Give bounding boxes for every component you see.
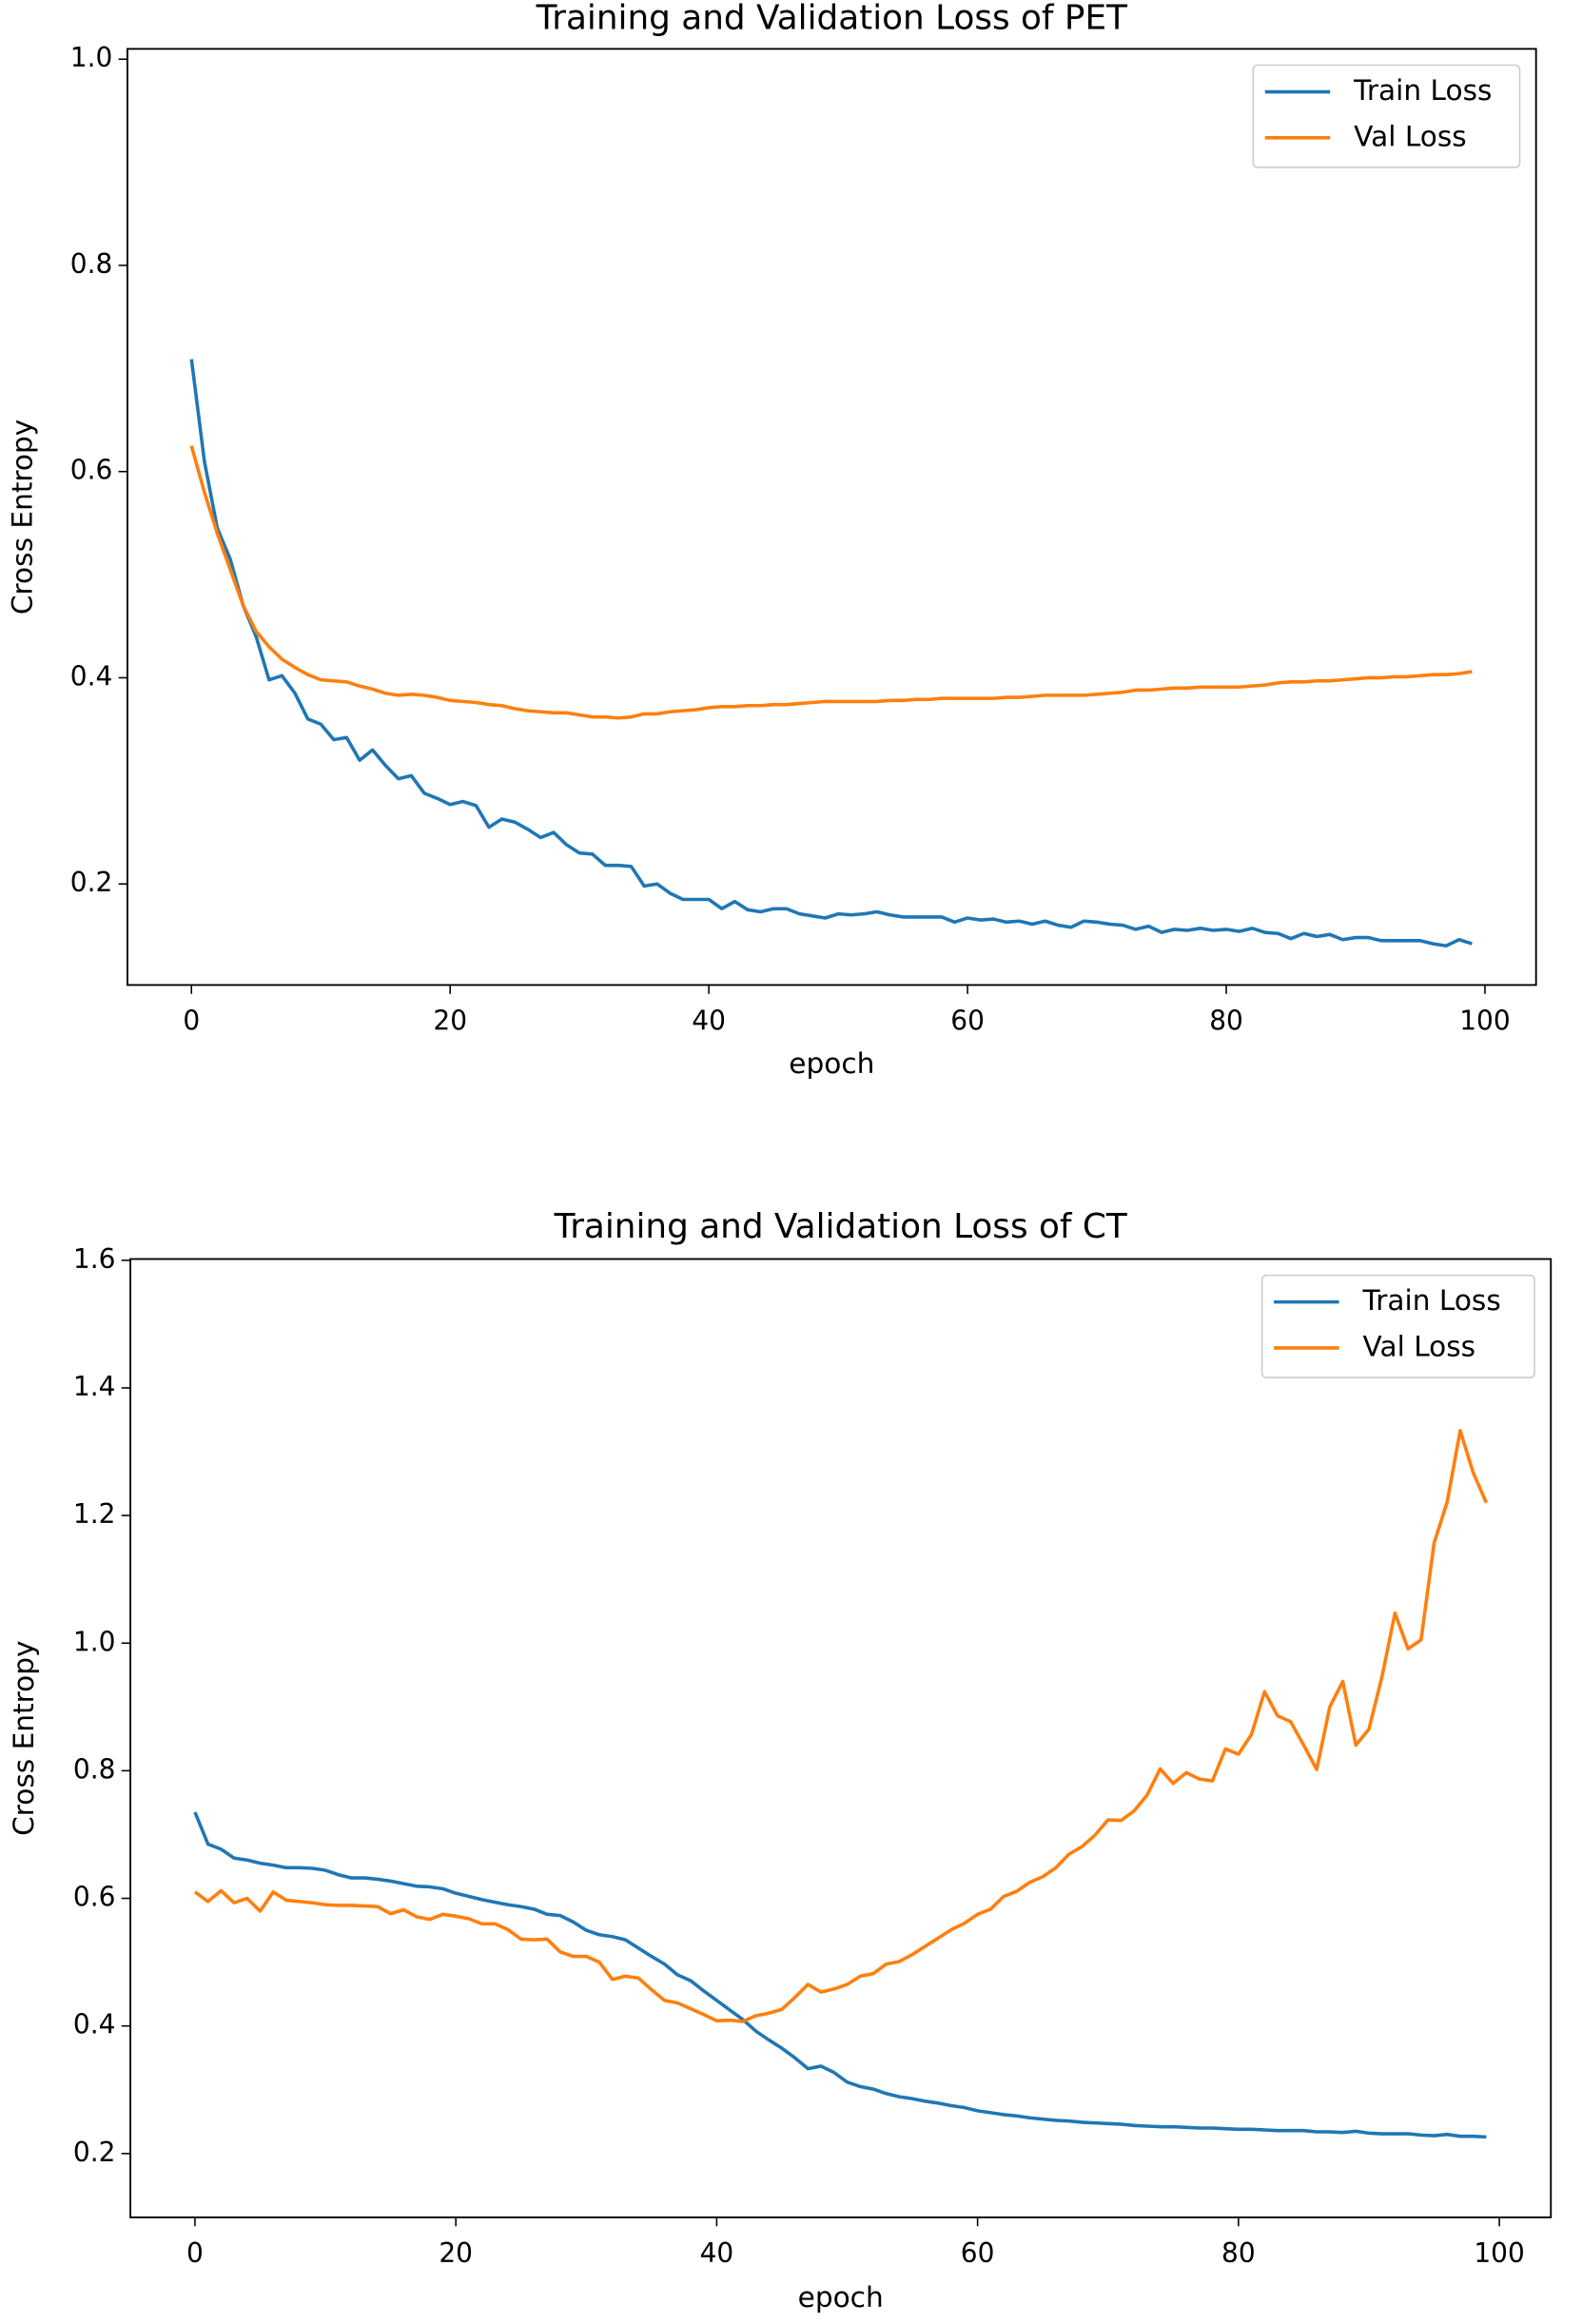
x-axis-label: epoch [798,2281,884,2314]
plot-frame [129,1258,1553,2218]
legend-label: Train Loss [1362,1284,1501,1317]
y-tick-label: 0.4 [70,660,113,692]
y-axis-label: Cross Entropy [6,420,38,615]
legend-label: Val Loss [1354,120,1467,152]
y-tick-label: 0.8 [73,1753,116,1785]
y-tick-label: 0.2 [73,2137,116,2168]
series-line [193,1429,1489,2023]
y-tick-label: 1.0 [73,1626,116,1657]
x-axis-label: epoch [789,1047,874,1080]
y-tick-label: 0.8 [70,248,113,280]
series-line [193,1811,1487,2139]
series-line [189,359,1473,948]
x-tick-label: 80 [1209,1005,1243,1036]
y-tick-label: 0.6 [70,455,113,486]
x-tick-label: 40 [700,2237,734,2269]
x-tick-label: 0 [183,1005,200,1036]
x-tick-label: 100 [1474,2237,1524,2269]
legend: Train Loss Val Loss [1252,64,1521,168]
x-tick-label: 100 [1459,1005,1510,1036]
x-tick-label: 60 [950,1005,985,1036]
y-tick-label: 1.2 [73,1498,116,1530]
plot-frame [127,48,1537,986]
legend: Train Loss Val Loss [1260,1274,1535,1378]
legend-label: Val Loss [1363,1330,1476,1362]
chart-title: Training and Validation Loss of PET [536,0,1127,37]
y-tick-label: 0.2 [70,867,113,898]
legend-label: Train Loss [1353,74,1492,107]
chart-title: Training and Validation Loss of CT [554,1207,1127,1246]
y-tick-label: 0.6 [73,1882,116,1913]
x-tick-label: 80 [1221,2237,1256,2269]
y-tick-label: 1.4 [73,1371,116,1402]
x-tick-label: 0 [186,2237,204,2269]
y-tick-label: 1.0 [70,42,113,73]
x-tick-label: 20 [433,1005,467,1036]
series-line [189,445,1473,720]
x-tick-label: 60 [961,2237,995,2269]
y-tick-label: 1.6 [73,1243,116,1275]
y-tick-label: 0.4 [73,2009,116,2041]
x-tick-label: 20 [439,2237,473,2269]
x-tick-label: 40 [692,1005,726,1036]
y-axis-label: Cross Entropy [8,1640,40,1835]
